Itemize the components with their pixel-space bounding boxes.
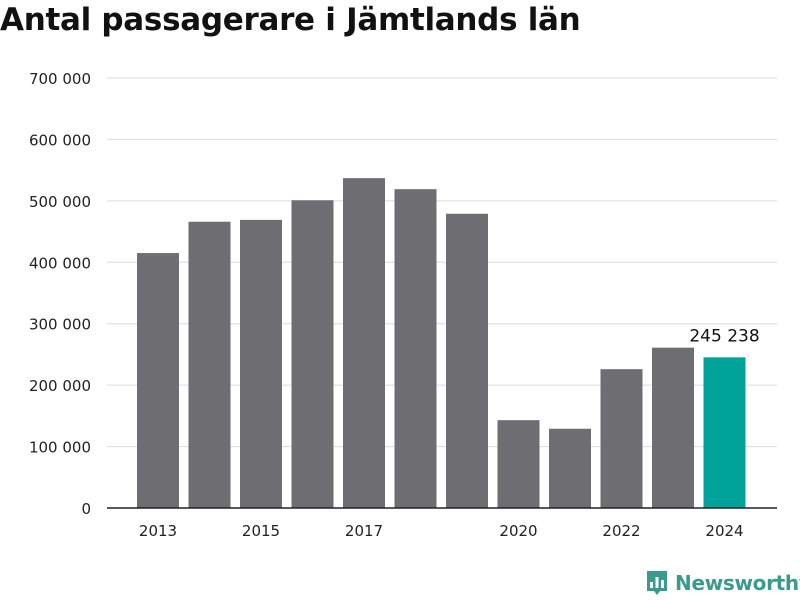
x-tick-label: 2020 xyxy=(499,522,537,540)
bar-2020 xyxy=(497,420,540,508)
y-tick-label: 400 000 xyxy=(29,254,91,272)
bar-2022 xyxy=(600,369,643,508)
bar-2014 xyxy=(188,221,231,508)
newsworthy-logo-text: Newsworthy xyxy=(675,571,800,595)
bar-chart: 0 100 000 200 000 300 000 400 000 500 000 600 … xyxy=(29,70,777,540)
y-tick-label: 100 000 xyxy=(29,439,91,457)
x-tick-label: 2022 xyxy=(602,522,640,540)
x-tick-label: 2013 xyxy=(139,522,177,540)
bar-2023 xyxy=(652,347,694,508)
y-tick-label: 300 000 xyxy=(29,316,91,334)
x-tick-label: 2015 xyxy=(242,522,280,540)
bar-2013 xyxy=(137,253,179,508)
y-tick-label: 200 000 xyxy=(29,377,91,395)
chart-title: Antal passagerare i Jämtlands län xyxy=(0,2,581,38)
bar-2024 xyxy=(703,357,746,508)
y-tick-label: 0 xyxy=(81,500,91,518)
data-label-highlight: 245 238 xyxy=(689,326,759,346)
y-tick-label: 500 000 xyxy=(29,193,91,211)
bar-2019 xyxy=(446,213,488,508)
y-tick-label: 700 000 xyxy=(29,70,91,88)
bar-2016 xyxy=(291,200,334,508)
bar-2018 xyxy=(394,189,437,508)
newsworthy-chart-icon xyxy=(647,571,667,595)
x-tick-label: 2017 xyxy=(345,522,383,540)
newsworthy-logo: Newsworthy xyxy=(645,569,800,597)
y-tick-label: 600 000 xyxy=(29,131,91,149)
bar-2021 xyxy=(549,428,591,508)
bar-2015 xyxy=(240,219,282,508)
bar-2017 xyxy=(343,178,385,508)
x-tick-label: 2024 xyxy=(705,522,743,540)
